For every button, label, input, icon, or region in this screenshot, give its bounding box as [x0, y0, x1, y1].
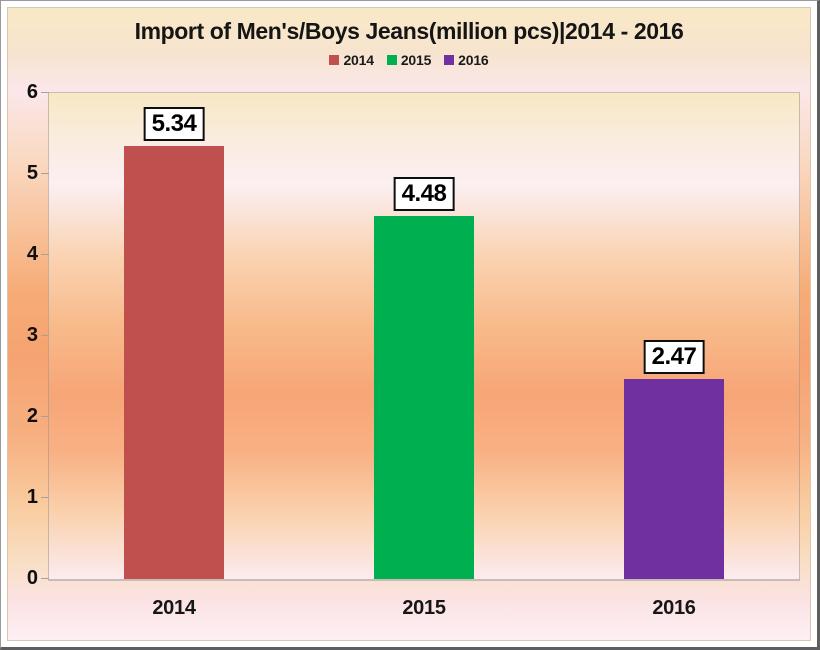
- plot-area: 5.34 2014 4.48 2015 2.47 2016: [48, 92, 800, 619]
- legend-swatch-2016-icon: [444, 55, 455, 65]
- y-tick-mark-0: [41, 578, 49, 579]
- bar-2014: [124, 146, 224, 579]
- y-tick-label-5: 5: [26, 162, 38, 184]
- value-label-2014: 5.34: [143, 107, 205, 142]
- legend-item-2015: 2015: [386, 52, 432, 68]
- legend-item-2014: 2014: [329, 52, 374, 68]
- y-tick-mark-1: [41, 497, 49, 498]
- bar-2015: [374, 216, 474, 579]
- chart-canvas: Import of Men's/Boys Jeans(million pcs)|…: [7, 7, 811, 641]
- y-tick-mark-2: [41, 416, 49, 417]
- legend-label-2016: 2016: [458, 52, 489, 68]
- legend-item-2016: 2016: [444, 52, 489, 68]
- bar-2016: [623, 378, 724, 579]
- y-tick-label-1: 1: [26, 486, 38, 508]
- y-tick-mark-3: [41, 335, 49, 336]
- value-label-2016: 2.47: [643, 339, 705, 374]
- y-tick-mark-6: [41, 92, 49, 93]
- legend-label-2014: 2014: [343, 52, 374, 68]
- bar-slot-2014: 5.34 2014: [124, 93, 224, 619]
- x-axis-label-2016: 2016: [652, 597, 696, 619]
- legend-swatch-2015-icon: [386, 55, 397, 65]
- chart-title: Import of Men's/Boys Jeans(million pcs)|…: [134, 18, 684, 44]
- y-tick-mark-5: [41, 173, 49, 174]
- y-tick-label-2: 2: [26, 405, 38, 427]
- legend: 2014 2015 2016: [8, 52, 810, 68]
- x-axis-label-2014: 2014: [152, 597, 196, 619]
- value-label-2015: 4.48: [393, 177, 455, 212]
- legend-label-2015: 2015: [400, 52, 432, 68]
- y-tick-label-6: 6: [26, 81, 38, 103]
- legend-swatch-2014-icon: [329, 55, 340, 65]
- y-tick-mark-4: [41, 254, 49, 255]
- y-tick-label-3: 3: [26, 324, 38, 346]
- bar-slot-2016: 2.47 2016: [623, 93, 724, 619]
- y-tick-label-0: 0: [26, 567, 38, 589]
- x-axis-label-2015: 2015: [402, 597, 446, 619]
- bar-slot-2015: 4.48 2015: [374, 93, 474, 619]
- y-tick-label-4: 4: [26, 243, 38, 265]
